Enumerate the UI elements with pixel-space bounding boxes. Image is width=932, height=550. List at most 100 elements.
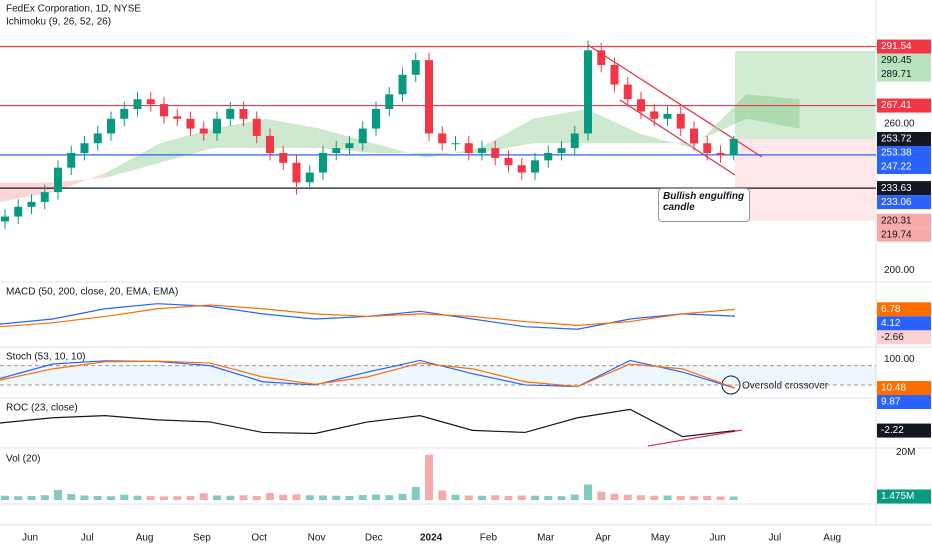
volume-bar xyxy=(67,494,76,500)
candle-body xyxy=(716,153,725,156)
ichimoku-cloud xyxy=(373,143,427,158)
volume-bar xyxy=(650,495,659,500)
candle-body xyxy=(279,153,288,163)
price-label-box xyxy=(877,381,931,396)
price-label-box xyxy=(877,423,931,438)
candle-body xyxy=(54,167,62,193)
price-label-box xyxy=(877,67,931,82)
volume-bar xyxy=(305,495,314,500)
volume-bar xyxy=(1,495,9,500)
x-tick-label: Jun xyxy=(22,533,38,544)
candle-body xyxy=(292,162,301,183)
indicator-title: MACD (50, 200, close, 20, EMA, EMA) xyxy=(6,287,178,298)
volume-bar xyxy=(107,496,115,500)
x-tick-label: Aug xyxy=(136,533,154,544)
volume-bar xyxy=(411,486,420,500)
volume-bar xyxy=(345,495,354,500)
candle-body xyxy=(332,148,341,153)
candle-body xyxy=(67,153,76,168)
volume-bar xyxy=(54,490,62,500)
volume-bar xyxy=(623,494,632,500)
annotation: Oversold crossover xyxy=(742,381,829,392)
volume-bar xyxy=(40,495,49,500)
candle-body xyxy=(239,109,248,119)
ichimoku-cloud xyxy=(319,128,374,153)
price-label: 4.12 xyxy=(881,318,901,329)
volume-bar xyxy=(716,496,725,500)
volume-bar xyxy=(332,495,341,500)
volume-bar xyxy=(504,495,513,500)
x-tick-label: May xyxy=(651,533,670,544)
ichimoku-cloud xyxy=(692,94,747,149)
volume-bar xyxy=(146,495,155,500)
candle-body xyxy=(478,148,486,153)
volume-bar xyxy=(319,495,327,500)
x-tick-label: Apr xyxy=(595,533,611,544)
candle-body xyxy=(186,118,195,129)
volume-bar xyxy=(213,495,221,500)
x-tick-label: Jul xyxy=(769,533,782,544)
volume-bar xyxy=(14,496,23,500)
indicator-line xyxy=(0,304,736,328)
indicator-title: Stoch (53, 10, 10) xyxy=(6,352,86,363)
indicator-title: ROC (23, close) xyxy=(6,403,78,414)
annotation: Bullish engulfing candle xyxy=(658,188,750,222)
candle-body xyxy=(703,143,712,153)
ichimoku-cloud xyxy=(639,133,693,149)
volume-bar xyxy=(478,495,486,500)
band xyxy=(0,365,876,385)
price-label: 247.22 xyxy=(881,162,912,173)
price-label-box xyxy=(877,132,931,147)
volume-bar xyxy=(372,494,380,500)
candle-body xyxy=(358,128,367,144)
volume-bar xyxy=(120,494,129,500)
x-tick-label: Jul xyxy=(81,533,94,544)
x-tick-label: 2024 xyxy=(420,533,443,544)
volume-bar xyxy=(27,495,36,500)
candle-body xyxy=(80,143,89,153)
candle-body xyxy=(690,128,698,144)
candle-body xyxy=(729,139,738,156)
volume-bar xyxy=(133,495,142,500)
candle-body xyxy=(120,109,129,119)
indicator-line xyxy=(0,408,736,438)
candle-body xyxy=(438,133,447,144)
price-label: 233.06 xyxy=(881,197,912,208)
volume-bar xyxy=(199,493,208,500)
ichimoku-cloud xyxy=(53,172,107,193)
candle-body xyxy=(133,99,142,109)
price-label: 233.63 xyxy=(881,183,912,194)
volume-bar xyxy=(597,491,606,500)
candle-body xyxy=(584,50,592,134)
indicator-line xyxy=(0,360,736,389)
volume-bar xyxy=(266,492,274,500)
candle-body xyxy=(544,153,553,161)
ichimoku-cloud xyxy=(426,148,480,158)
volume-bar xyxy=(186,495,195,500)
y-tick-label: 100.00 xyxy=(884,354,915,365)
candle-body xyxy=(531,160,539,173)
candle-body xyxy=(319,153,327,173)
price-label: -2.22 xyxy=(881,425,904,436)
price-label-box xyxy=(877,330,931,345)
stop-zone xyxy=(735,139,875,221)
candle-body xyxy=(491,148,500,158)
candle-body xyxy=(199,128,208,134)
candle-body xyxy=(637,99,645,112)
indicator-title: Vol (20) xyxy=(6,454,40,465)
volume-bar xyxy=(93,495,102,500)
candle-body xyxy=(411,60,420,75)
candle-body xyxy=(213,118,221,134)
volume-bar xyxy=(279,494,288,500)
price-label-box xyxy=(877,39,931,54)
candle-body xyxy=(107,118,115,134)
candle-body xyxy=(345,143,354,149)
candle-body xyxy=(451,143,460,145)
x-tick-label: Sep xyxy=(193,533,211,544)
candle-body xyxy=(610,65,619,85)
volume-bar xyxy=(239,495,248,500)
candle-body xyxy=(252,118,261,136)
x-tick-label: Dec xyxy=(365,533,383,544)
